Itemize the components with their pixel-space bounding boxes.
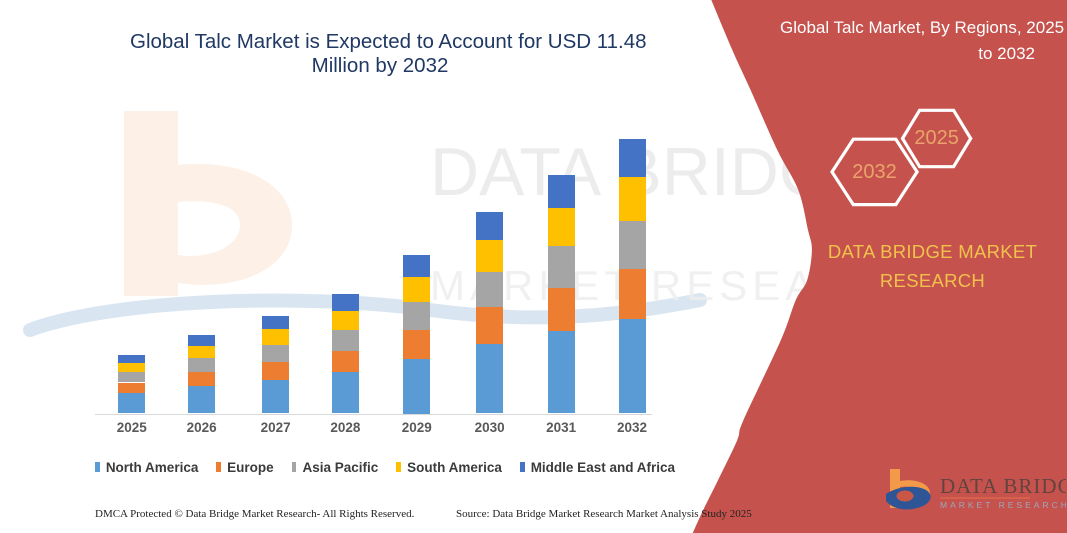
svg-text:2025: 2025	[914, 127, 959, 149]
svg-text:2032: 2032	[852, 161, 897, 183]
svg-text:MARKET RESEARCH: MARKET RESEARCH	[940, 500, 1066, 510]
svg-text:DATA BRIDGE: DATA BRIDGE	[940, 474, 1066, 498]
